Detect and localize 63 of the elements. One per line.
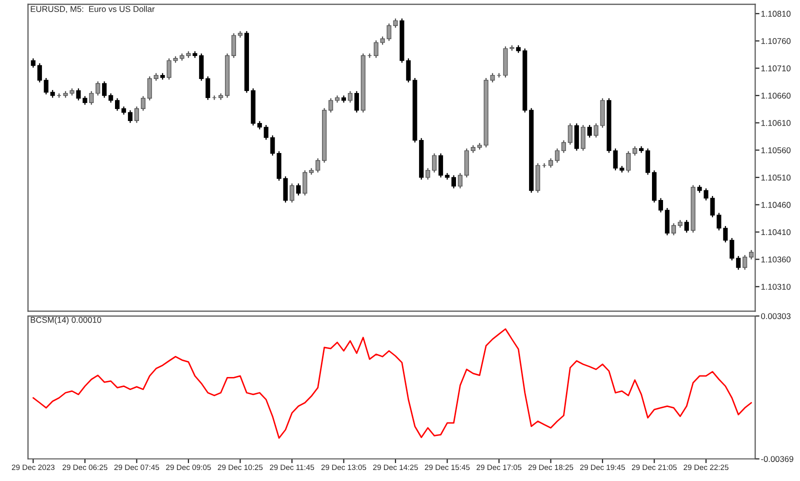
candlestick <box>302 170 308 196</box>
candlestick <box>128 110 133 124</box>
candlestick <box>736 256 741 270</box>
candlestick <box>426 168 430 180</box>
candlestick <box>96 80 100 96</box>
candlestick <box>406 58 411 83</box>
candlestick <box>102 80 107 98</box>
candlestick <box>730 237 734 261</box>
candlestick <box>458 172 462 189</box>
y-tick-label: 1.10760 <box>761 38 791 44</box>
candlestick <box>108 92 114 104</box>
y-tick-label: 0.00303 <box>761 313 791 320</box>
candlestick <box>451 174 456 189</box>
y-tick-label: 1.10460 <box>761 202 791 208</box>
candlestick <box>231 32 236 58</box>
candlestick <box>548 158 554 168</box>
candlestick <box>89 90 94 106</box>
candlestick <box>574 122 579 152</box>
candlestick <box>561 140 566 154</box>
candlestick <box>296 182 301 196</box>
candlestick <box>658 198 664 213</box>
chart-title: BCSM(14) 0.00010 <box>30 316 102 324</box>
chart-title: EURUSD, M5: Euro vs US Dollar <box>30 6 155 13</box>
line-series <box>32 328 752 439</box>
y-tick-label: -0.00369 <box>761 456 794 462</box>
candlestick <box>438 152 444 178</box>
candlestick <box>147 76 152 101</box>
candlestick <box>374 40 378 58</box>
y-tick-label: 1.10660 <box>761 92 791 99</box>
candlestick <box>328 98 334 113</box>
candlestick <box>664 207 670 236</box>
candlestick <box>114 98 120 112</box>
candlestick <box>348 90 352 104</box>
candlestick <box>30 58 36 68</box>
candlestick <box>632 146 638 156</box>
candlestick <box>671 222 676 236</box>
candlestick <box>134 106 139 124</box>
candlestick <box>37 62 42 83</box>
y-tick-label: 1.10360 <box>761 256 791 262</box>
candlestick <box>684 219 689 234</box>
candlestick <box>742 254 748 270</box>
candlestick <box>568 122 572 146</box>
candlestick <box>554 148 560 164</box>
candlestick <box>354 90 359 113</box>
candlestick <box>140 96 146 112</box>
candlestick <box>290 182 294 204</box>
y-tick-label: 1.10710 <box>761 65 791 72</box>
candlestick <box>432 152 437 174</box>
candlestick <box>646 148 650 176</box>
y-tick-label: 1.10510 <box>761 174 791 181</box>
y-tick-label: 1.10310 <box>761 284 791 290</box>
candlestick <box>206 76 210 100</box>
candlestick <box>199 52 204 82</box>
y-tick-label: 1.10560 <box>761 147 791 154</box>
candlestick <box>580 124 586 152</box>
y-tick-label: 1.10810 <box>761 10 791 17</box>
candlestick <box>44 77 48 95</box>
y-tick-label: 1.10410 <box>761 229 791 236</box>
y-tick-label: 1.10610 <box>761 120 791 126</box>
candlestick <box>587 124 592 138</box>
candlestick <box>264 124 268 140</box>
candlestick <box>626 150 631 174</box>
candlestick <box>316 158 320 174</box>
